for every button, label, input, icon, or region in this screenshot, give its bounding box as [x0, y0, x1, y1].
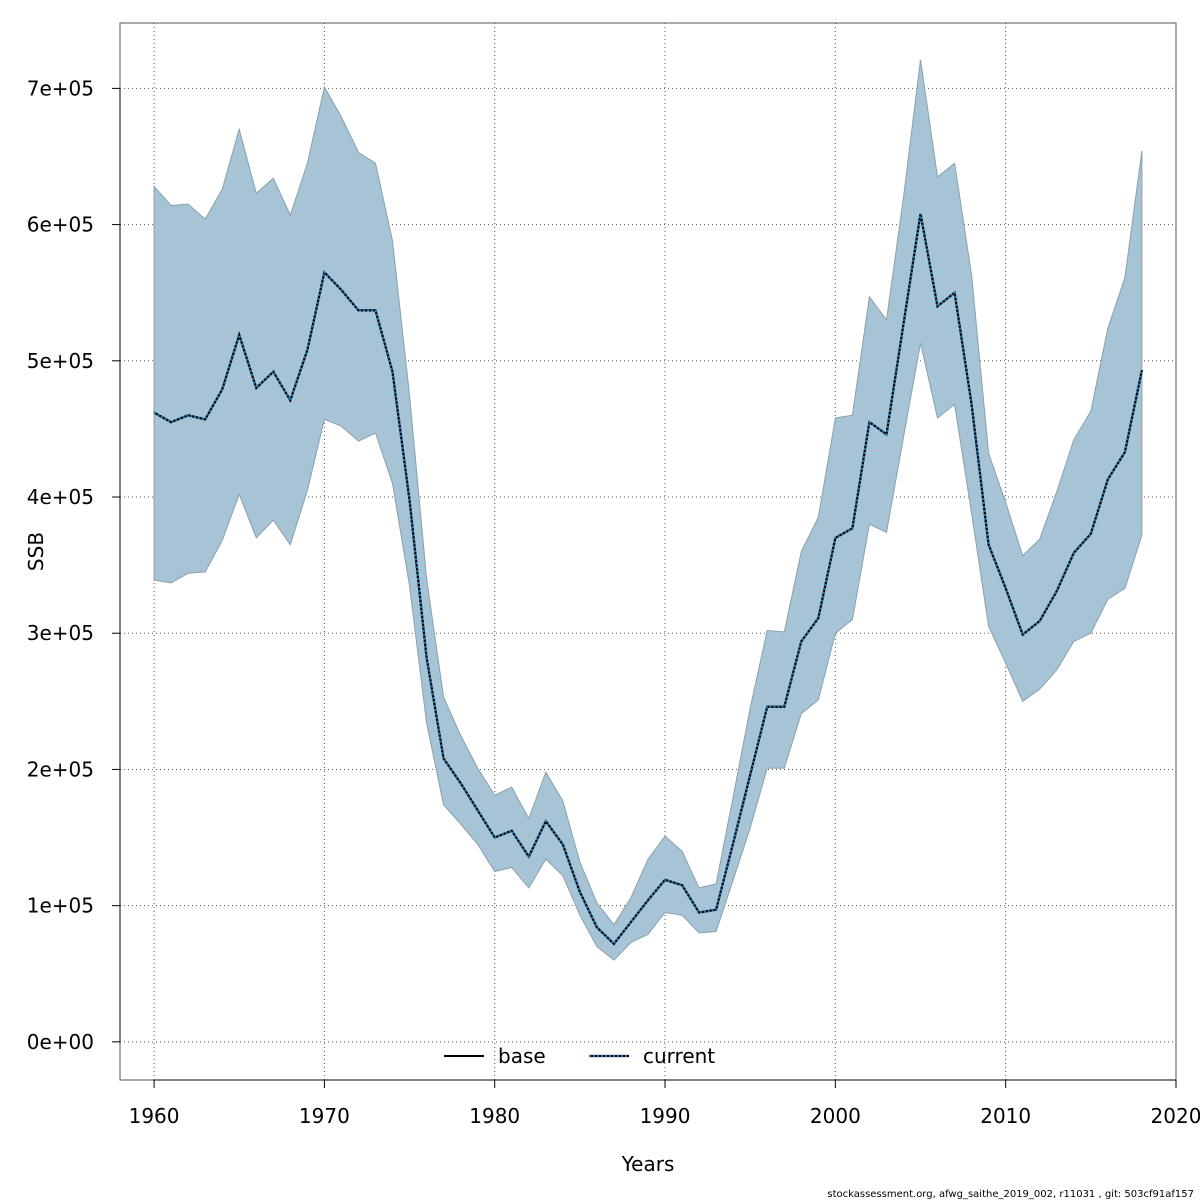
legend: base current	[444, 1044, 715, 1068]
x-tick-label-4: 2000	[810, 1104, 861, 1128]
series-lines	[153, 213, 1143, 946]
y-axis: 0e+00 1e+05 2e+05 3e+05 4e+05 5e+05 6e+05 7e+05	[27, 76, 121, 1054]
y-tick-label-3: 3e+05	[27, 621, 94, 645]
confidence-band	[153, 59, 1143, 961]
x-axis: 1960 1970 1980 1990 2000 2010 2020	[129, 1079, 1200, 1128]
x-tick-label-3: 1990	[640, 1104, 691, 1128]
x-axis-title: Years	[621, 1152, 675, 1176]
x-tick-label-5: 2010	[980, 1104, 1031, 1128]
y-tick-label-5: 5e+05	[27, 349, 94, 373]
x-tick-label-2: 1980	[469, 1104, 520, 1128]
x-tick-label-0: 1960	[129, 1104, 180, 1128]
footer-note: stockassessment.org, afwg_saithe_2019_00…	[827, 1189, 1194, 1200]
y-tick-label-2: 2e+05	[27, 757, 94, 781]
x-tick-label-6: 2020	[1151, 1104, 1200, 1128]
y-tick-label-4: 4e+05	[27, 485, 94, 509]
y-tick-label-0: 0e+00	[27, 1030, 94, 1054]
legend-label-base: base	[498, 1044, 546, 1068]
legend-label-current: current	[643, 1044, 715, 1068]
y-tick-label-1: 1e+05	[27, 894, 94, 918]
y-tick-label-6: 6e+05	[27, 213, 94, 237]
y-axis-title: SSB	[24, 532, 48, 571]
x-tick-label-1: 1970	[299, 1104, 350, 1128]
y-tick-label-7: 7e+05	[27, 76, 94, 100]
series-line-current	[153, 213, 1143, 946]
